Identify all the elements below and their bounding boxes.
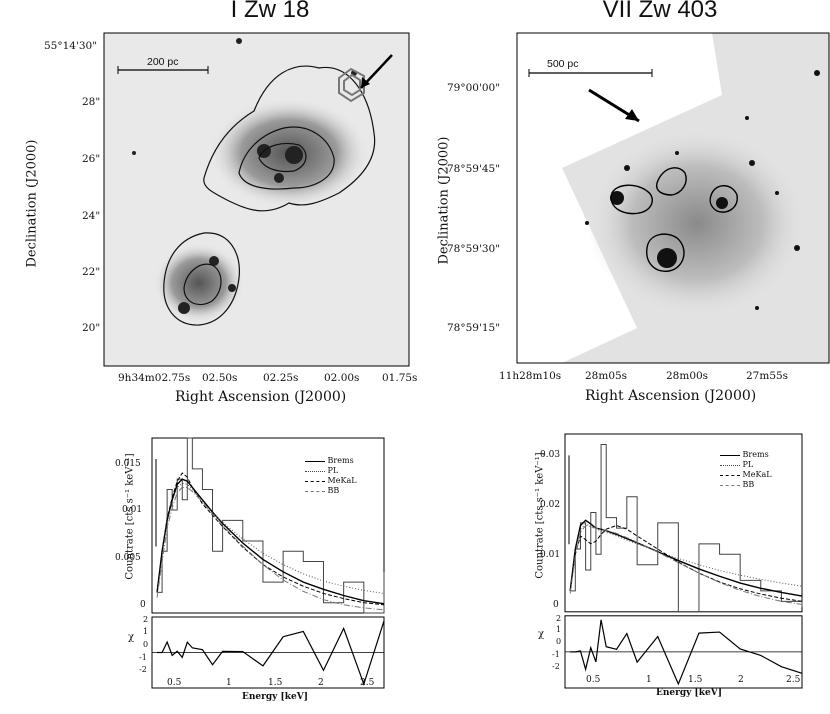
right-spectrum-xtick-1: 1 bbox=[646, 675, 652, 685]
right-spectrum-series-mekal bbox=[569, 524, 803, 602]
left-image-xlabel: Right Ascension (J2000) bbox=[175, 389, 347, 405]
right-image-xlabel: Right Ascension (J2000) bbox=[585, 388, 757, 404]
right-spectrum-xtick-2: 1.5 bbox=[688, 675, 703, 685]
right-panel-title: VII Zw 403 bbox=[602, 0, 718, 23]
right-spectrum-series-data bbox=[570, 443, 803, 613]
right-image-ytick-0: 79°00'00" bbox=[447, 82, 501, 94]
right-image-panel bbox=[516, 32, 830, 364]
left-spectrum-ytick-0: 0.015 bbox=[115, 459, 141, 469]
right-legend-brems: Brems bbox=[720, 450, 772, 460]
left-image-ytick-3: 24" bbox=[82, 210, 101, 222]
right-spectrum-residuals bbox=[570, 619, 803, 686]
left-image-xtick-3: 02.00s bbox=[324, 372, 360, 384]
right-spectrum-chi-label: χ bbox=[538, 629, 545, 640]
right-spectrum-xtick-0: 0.5 bbox=[586, 675, 601, 685]
left-spectrum-chi-label: χ bbox=[128, 632, 135, 643]
right-image-ytick-1: 78°59'45" bbox=[447, 163, 501, 175]
left-spectrum-xlabel: Energy [keV] bbox=[242, 692, 308, 702]
right-image-xtick-1: 28m05s bbox=[585, 370, 628, 382]
left-spectrum-main-frame bbox=[151, 437, 385, 614]
right-image-ytick-2: 78°59'30" bbox=[447, 243, 501, 255]
left-image-xtick-1: 02.50s bbox=[202, 372, 238, 384]
left-spectrum-xtick-4: 2.5 bbox=[360, 678, 375, 688]
left-spectrum-xtick-1: 1 bbox=[226, 678, 232, 688]
left-legend-pl: PL bbox=[305, 466, 357, 476]
right-spectrum-xtick-3: 2 bbox=[738, 675, 744, 685]
left-image-ytick-0: 55°14'30" bbox=[44, 40, 98, 52]
left-spectrum-xtick-3: 2 bbox=[318, 678, 324, 688]
right-spectrum-series-pl bbox=[569, 523, 803, 591]
right-arrow-head bbox=[625, 109, 639, 121]
left-scale-bar-label: 200 pc bbox=[147, 56, 179, 68]
right-chi-tick-1: 1 bbox=[556, 625, 562, 634]
left-spectrum-plot bbox=[151, 437, 385, 689]
right-spectrum-plot bbox=[564, 433, 803, 689]
right-spectrum-series-brems bbox=[569, 519, 803, 597]
left-panel-title: I Zw 18 bbox=[230, 0, 310, 23]
right-spectrum-ytick-1: 0.02 bbox=[540, 500, 561, 510]
left-spectrum-series-pl bbox=[156, 482, 385, 594]
right-spectrum-xtick-4: 2.5 bbox=[786, 675, 801, 685]
left-spectrum-ytick-2: 0.005 bbox=[115, 553, 141, 563]
right-image-ytick-3: 78°59'15" bbox=[447, 322, 501, 334]
left-spectrum-series-bb bbox=[156, 486, 385, 611]
left-spectrum-residuals bbox=[157, 620, 385, 686]
left-image-ylabel: Declination (J2000) bbox=[24, 139, 40, 268]
left-spectrum-xtick-2: 1.5 bbox=[268, 678, 283, 688]
right-legend: Brems PL MeKaL BB bbox=[720, 450, 772, 490]
right-chi-tick-3: -1 bbox=[552, 650, 560, 659]
right-contours bbox=[610, 167, 738, 272]
right-legend-mekal: MeKaL bbox=[720, 470, 772, 480]
left-legend-bb: BB bbox=[305, 486, 357, 496]
right-spectrum-ytick-0: 0.03 bbox=[540, 450, 561, 460]
right-spectrum-xlabel: Energy [keV] bbox=[656, 688, 722, 698]
left-image-ytick-5: 20" bbox=[82, 322, 101, 334]
left-chi-tick-0: 2 bbox=[143, 615, 149, 624]
left-chi-tick-3: -1 bbox=[139, 653, 147, 662]
right-image-xtick-0: 11h28m10s bbox=[499, 370, 562, 382]
left-contours bbox=[163, 65, 376, 326]
right-legend-bb: BB bbox=[720, 480, 772, 490]
left-image-ytick-4: 22" bbox=[82, 266, 101, 278]
left-chi-tick-4: -2 bbox=[139, 665, 147, 674]
left-legend-brems: Brems bbox=[305, 456, 357, 466]
left-spectrum-xtick-0: 0.5 bbox=[167, 678, 182, 688]
right-image-frame bbox=[516, 32, 830, 364]
right-scale-bar-label: 500 pc bbox=[547, 58, 579, 70]
right-image-ylabel: Declination (J2000) bbox=[436, 136, 452, 265]
right-spectrum-ytick-3: 0 bbox=[553, 600, 559, 610]
right-star-knots bbox=[585, 70, 820, 310]
left-legend-mekal: MeKaL bbox=[305, 476, 357, 486]
left-image-panel bbox=[103, 32, 410, 367]
left-arrow-head bbox=[361, 77, 370, 88]
left-image-ytick-2: 26" bbox=[82, 153, 101, 165]
left-image-ytick-1: 28" bbox=[82, 96, 101, 108]
right-image-xtick-2: 28m00s bbox=[666, 370, 709, 382]
left-image-xtick-4: 01.75s bbox=[382, 372, 418, 384]
left-spectrum-ytick-3: 0 bbox=[140, 600, 146, 610]
left-chi-tick-2: 0 bbox=[143, 640, 149, 649]
left-image-xtick-2: 02.25s bbox=[263, 372, 299, 384]
left-spectrum-series-brems bbox=[156, 478, 385, 605]
right-image-xtick-3: 27m55s bbox=[746, 370, 789, 382]
left-spectrum-ytick-1: 0.01 bbox=[122, 505, 143, 515]
left-image-xtick-0: 9h34m02.75s bbox=[118, 372, 191, 384]
right-chi-tick-2: 0 bbox=[556, 637, 562, 646]
right-galaxy-glow bbox=[587, 128, 807, 318]
left-image-frame bbox=[103, 32, 410, 367]
left-legend: Brems PL MeKaL BB bbox=[305, 456, 357, 496]
right-chi-tick-0: 2 bbox=[556, 614, 562, 623]
right-spectrum-series-bb bbox=[569, 524, 803, 605]
right-chi-tick-4: -2 bbox=[552, 662, 560, 671]
left-xray-contours bbox=[338, 67, 365, 103]
left-spectrum-series-mekal bbox=[156, 472, 385, 606]
left-companion-glow bbox=[154, 243, 244, 323]
right-spectrum-ytick-2: 0.01 bbox=[540, 550, 561, 560]
right-legend-pl: PL bbox=[720, 460, 772, 470]
right-spectrum-ylabel: Countrate [cts s⁻¹ keV⁻¹] bbox=[534, 452, 546, 579]
left-chi-tick-1: 1 bbox=[143, 627, 149, 636]
